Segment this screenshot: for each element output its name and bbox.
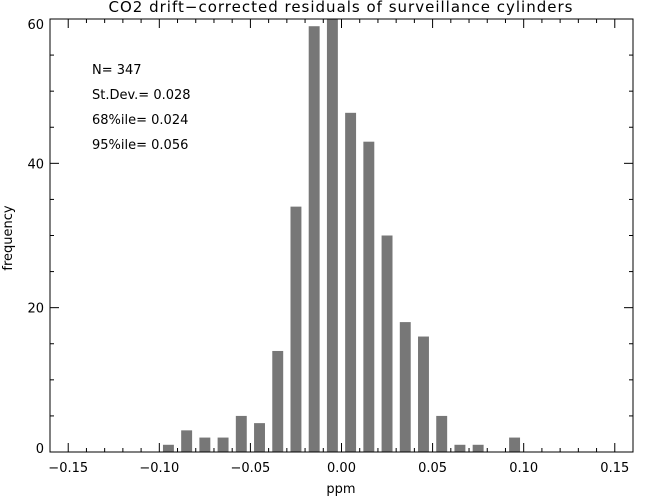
histogram-bar	[326, 19, 338, 452]
histogram-bar	[509, 437, 521, 452]
x-tick-label: 0.15	[600, 461, 629, 476]
y-axis-label: frequency	[1, 205, 16, 271]
x-tick-label: 0.00	[327, 461, 356, 476]
y-tick-label: 60	[27, 18, 44, 33]
histogram-bar	[363, 141, 375, 452]
histogram-bar	[418, 336, 429, 452]
histogram-bar	[235, 415, 247, 452]
stat-95-percentile: 95%ile= 0.056	[92, 138, 188, 153]
stat-68-percentile: 68%ile= 0.024	[92, 113, 188, 128]
histogram-bar	[217, 437, 229, 452]
histogram-bar	[162, 444, 174, 452]
x-axis-label: ppm	[326, 482, 355, 497]
histogram-bar	[308, 26, 320, 452]
histogram-bar	[290, 206, 302, 452]
x-tick-label: 0.05	[418, 461, 447, 476]
axis-tick-labels: −0.15 −0.10 −0.05 0.00 0.05 0.10 0.15 0 20 40 60	[27, 18, 629, 476]
y-tick-label: 20	[27, 302, 44, 317]
histogram-bar	[199, 437, 211, 452]
histogram-bar	[272, 350, 284, 452]
statistics-annotations: N= 347 St.Dev.= 0.028 68%ile= 0.024 95%i…	[92, 63, 191, 153]
bar-series	[162, 19, 521, 453]
stat-count: N= 347	[92, 63, 142, 78]
histogram-bar	[472, 444, 484, 452]
axis-ticks	[50, 18, 633, 453]
plot-frame	[49, 18, 634, 453]
x-tick-label: −0.05	[230, 461, 270, 476]
histogram-bar	[345, 112, 357, 453]
histogram-bar	[399, 322, 411, 452]
histogram-bar	[454, 444, 466, 452]
histogram-bar	[254, 423, 265, 452]
stat-stdev: St.Dev.= 0.028	[92, 88, 191, 103]
chart-title: CO2 drift−corrected residuals of surveil…	[109, 0, 574, 16]
histogram-bar	[436, 415, 448, 452]
histogram-bar	[381, 235, 393, 452]
histogram-bar	[181, 430, 193, 452]
x-tick-label: 0.10	[509, 461, 538, 476]
x-tick-label: −0.10	[139, 461, 179, 476]
x-tick-label: −0.15	[48, 461, 88, 476]
y-tick-label: 0	[36, 442, 44, 457]
y-tick-label: 40	[27, 157, 44, 172]
